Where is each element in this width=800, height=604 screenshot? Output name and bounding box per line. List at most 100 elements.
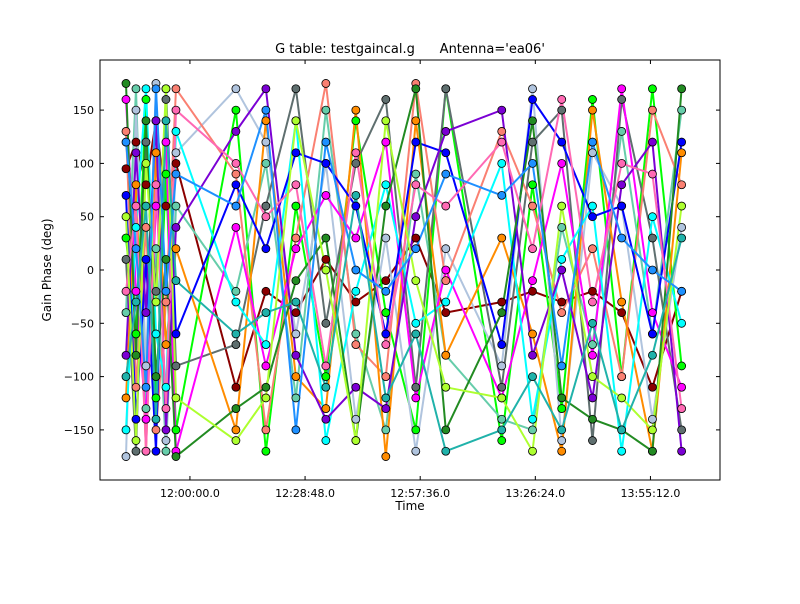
- data-point: [381, 137, 391, 147]
- data-point: [617, 372, 627, 381]
- data-point: [528, 137, 537, 147]
- data-point: [588, 137, 597, 147]
- data-point: [231, 84, 241, 94]
- data-point: [261, 286, 271, 296]
- data-point: [321, 105, 331, 115]
- data-point: [588, 340, 597, 350]
- data-point: [291, 297, 301, 307]
- data-point: [131, 286, 141, 296]
- data-point: [171, 425, 181, 435]
- data-point: [648, 350, 657, 360]
- data-point: [131, 350, 141, 360]
- data-point: [171, 169, 181, 179]
- data-point: [557, 404, 567, 413]
- data-point: [411, 116, 421, 126]
- data-point: [261, 105, 271, 115]
- data-point: [231, 340, 241, 350]
- data-point: [151, 372, 161, 381]
- data-point: [141, 137, 151, 147]
- data-point: [381, 329, 391, 339]
- data-point: [121, 308, 131, 318]
- data-point: [161, 201, 171, 211]
- data-point: [441, 244, 451, 254]
- data-point: [617, 180, 627, 190]
- data-point: [131, 382, 141, 392]
- data-point: [648, 329, 657, 339]
- data-point: [497, 393, 507, 403]
- x-tick-label: 13:26:24.0: [505, 487, 565, 500]
- data-point: [291, 201, 301, 211]
- data-point: [528, 414, 537, 424]
- data-point: [648, 446, 657, 456]
- data-point: [411, 276, 421, 286]
- data-point: [528, 425, 537, 435]
- data-point: [151, 297, 161, 307]
- data-point: [677, 137, 687, 147]
- data-point: [141, 95, 151, 104]
- data-point: [121, 164, 131, 174]
- data-point: [497, 382, 507, 392]
- data-point: [231, 425, 241, 435]
- data-point: [161, 297, 171, 307]
- data-point: [617, 159, 627, 168]
- data-point: [588, 436, 597, 445]
- data-point: [588, 286, 597, 296]
- data-point: [381, 404, 391, 413]
- data-point: [121, 254, 131, 264]
- data-point: [261, 425, 271, 435]
- data-point: [351, 159, 361, 168]
- data-point: [381, 276, 391, 286]
- data-point: [648, 137, 657, 147]
- data-point: [121, 190, 131, 200]
- data-point: [351, 286, 361, 296]
- data-point: [161, 137, 171, 147]
- data-point: [151, 244, 161, 254]
- data-point: [321, 190, 331, 200]
- x-tick-label: 12:28:48.0: [275, 487, 335, 500]
- data-point: [261, 382, 271, 392]
- data-point: [161, 254, 171, 264]
- data-point: [528, 116, 537, 126]
- data-point: [677, 404, 687, 413]
- data-point: [131, 84, 141, 94]
- data-point: [351, 265, 361, 275]
- data-point: [141, 159, 151, 168]
- data-point: [648, 414, 657, 424]
- data-point: [131, 329, 141, 339]
- data-point: [141, 116, 151, 126]
- data-point: [321, 318, 331, 328]
- data-point: [291, 148, 301, 158]
- data-point: [231, 127, 241, 136]
- data-point: [161, 286, 171, 296]
- data-point: [411, 244, 421, 254]
- data-point: [151, 180, 161, 190]
- data-point: [677, 222, 687, 232]
- data-point: [588, 95, 597, 104]
- data-point: [231, 329, 241, 339]
- data-point: [161, 382, 171, 392]
- data-point: [588, 350, 597, 360]
- data-point: [261, 393, 271, 403]
- data-point: [528, 276, 537, 286]
- data-point: [231, 436, 241, 445]
- data-point: [677, 446, 687, 456]
- data-point: [441, 350, 451, 360]
- data-point: [441, 127, 451, 136]
- data-point: [161, 446, 171, 456]
- data-point: [351, 340, 361, 350]
- data-point: [528, 180, 537, 190]
- data-point: [441, 84, 451, 94]
- data-point: [617, 425, 627, 435]
- data-point: [161, 116, 171, 126]
- data-point: [411, 446, 421, 456]
- data-point: [497, 233, 507, 243]
- data-point: [557, 361, 567, 371]
- data-point: [617, 84, 627, 94]
- data-point: [411, 169, 421, 179]
- data-point: [351, 436, 361, 445]
- data-point: [121, 350, 131, 360]
- data-point: [351, 297, 361, 307]
- data-point: [381, 308, 391, 318]
- data-point: [617, 308, 627, 318]
